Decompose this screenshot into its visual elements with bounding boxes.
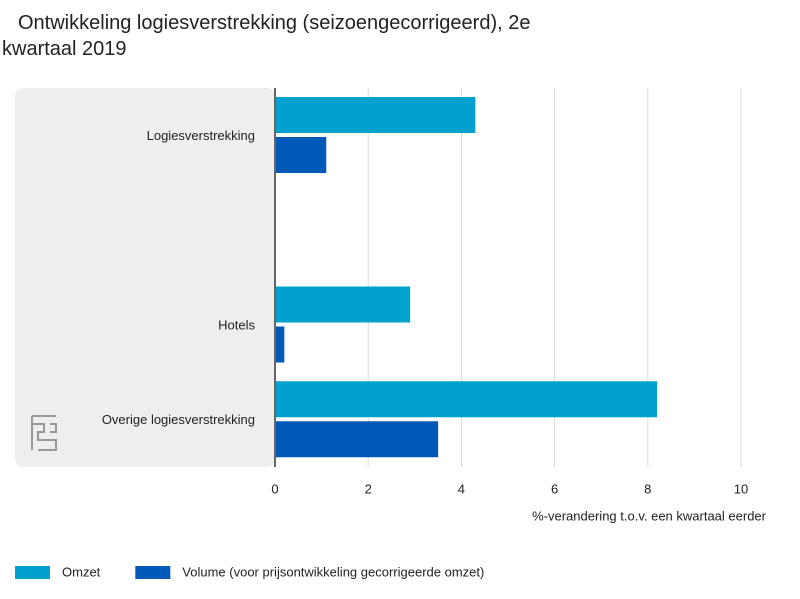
- y-tick-label: Hotels: [218, 317, 255, 332]
- bar: [275, 381, 658, 418]
- label-panel: [15, 88, 275, 467]
- x-tick-label: 6: [551, 481, 558, 496]
- bar: [275, 421, 439, 458]
- x-tick-label: 0: [271, 481, 278, 496]
- bar: [275, 97, 476, 133]
- x-tick-label: 2: [365, 481, 372, 496]
- x-tick-label: 8: [644, 481, 651, 496]
- y-tick-label: Overige logiesverstrekking: [102, 412, 255, 427]
- legend-label: Omzet: [62, 564, 101, 579]
- logo: [31, 415, 57, 451]
- bar: [275, 326, 285, 363]
- legend-label: Volume (voor prijsontwikkeling gecorrige…: [182, 564, 484, 579]
- legend-swatch: [135, 566, 171, 579]
- bar: [275, 286, 411, 323]
- bar: [275, 137, 327, 173]
- x-tick-label: 4: [458, 481, 465, 496]
- chart-title: Ontwikkeling logiesverstrekking (seizoen…: [2, 12, 531, 60]
- legend-swatch: [15, 566, 50, 579]
- x-tick-label: 10: [734, 481, 748, 496]
- x-axis-label: %-verandering t.o.v. een kwartaal eerder: [532, 508, 767, 523]
- y-tick-label: Logiesverstrekking: [147, 128, 255, 143]
